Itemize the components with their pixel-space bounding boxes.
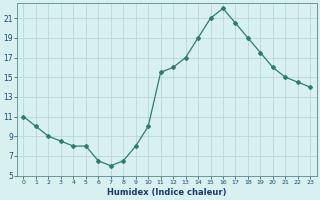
X-axis label: Humidex (Indice chaleur): Humidex (Indice chaleur) (107, 188, 227, 197)
